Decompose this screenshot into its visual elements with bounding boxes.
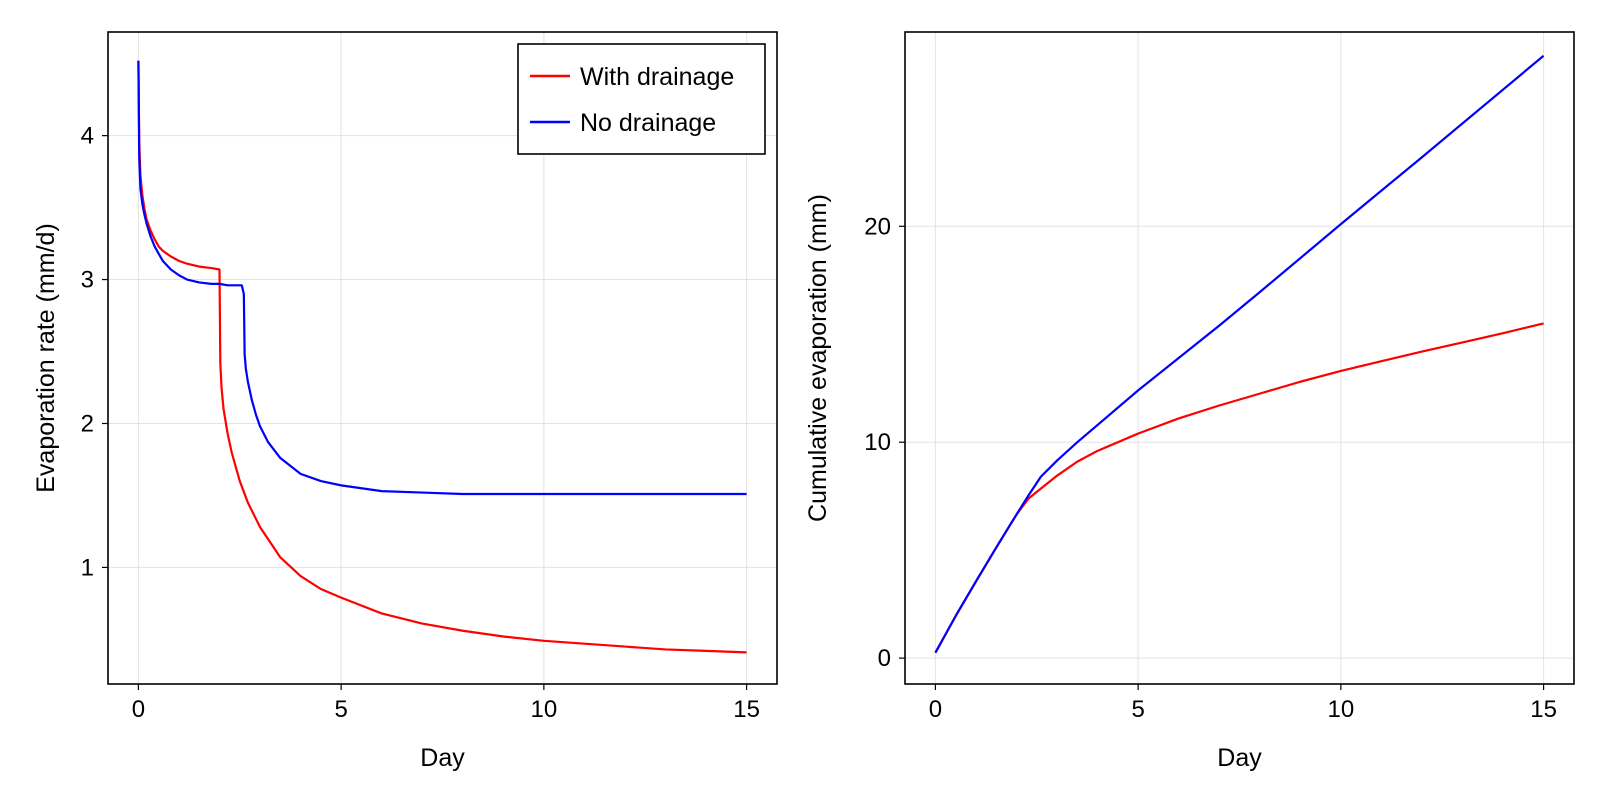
left-x-tick-label: 15 bbox=[733, 696, 760, 723]
left-y-tick-label: 1 bbox=[81, 554, 94, 581]
right-series-line-blue bbox=[934, 54, 1545, 654]
right-x-axis-label: Day bbox=[1217, 744, 1262, 772]
right-y-axis-label: Cumulative evaporation (mm) bbox=[804, 194, 832, 522]
left-chart-panel: 0 5 10 15 1 2 3 4 Day Evaporation rate (mm/d) With… bbox=[32, 31, 778, 772]
right-y-tick-label: 10 bbox=[864, 429, 891, 456]
right-y-tick-label: 0 bbox=[878, 645, 891, 672]
left-y-tick-label: 4 bbox=[81, 123, 94, 150]
left-x-tick-label: 5 bbox=[334, 696, 347, 723]
left-x-axis-label: Day bbox=[420, 744, 465, 772]
left-y-axis-label: Evaporation rate (mm/d) bbox=[32, 223, 60, 493]
right-x-tick-label: 5 bbox=[1131, 696, 1144, 723]
right-x-tick-label: 15 bbox=[1530, 696, 1557, 723]
left-plot-frame bbox=[107, 31, 778, 685]
right-x-tick-label: 0 bbox=[929, 696, 942, 723]
left-x-tick-label: 10 bbox=[531, 696, 558, 723]
right-chart-panel: 0 5 10 15 0 10 20 Day Cumulative evaporation (mm… bbox=[804, 31, 1575, 772]
left-y-tick-label: 3 bbox=[81, 267, 94, 294]
right-x-tick-label: 10 bbox=[1328, 696, 1355, 723]
legend-label: No drainage bbox=[580, 109, 716, 137]
left-x-tick-label: 0 bbox=[132, 696, 145, 723]
right-y-tick-label: 20 bbox=[864, 213, 891, 240]
right-plot-frame bbox=[904, 31, 1575, 685]
left-y-tick-label: 2 bbox=[81, 410, 94, 437]
right-series-line-red bbox=[934, 322, 1544, 654]
left-series-line-red bbox=[137, 60, 747, 654]
legend-label: With drainage bbox=[580, 63, 734, 91]
legend-box bbox=[517, 43, 766, 155]
left-series-line-blue bbox=[137, 60, 747, 496]
